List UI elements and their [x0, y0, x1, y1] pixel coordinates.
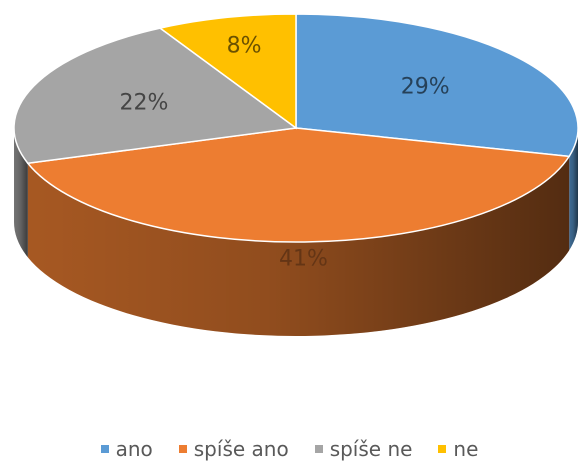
data-label-ne: 8%: [227, 33, 262, 58]
legend-label-spise-ne: spíše ne: [329, 437, 413, 461]
data-label-spise-ne: 22%: [119, 91, 168, 116]
legend-item-ne: ne: [438, 437, 478, 461]
legend-swatch-ne: [438, 445, 447, 453]
pie-slices: [13, 13, 579, 243]
pie-slice-ano: [295, 13, 579, 158]
data-label-ano: 29%: [401, 74, 450, 99]
legend: ano spíše ano spíše ne ne: [0, 434, 579, 464]
legend-label-spise-ano: spíše ano: [193, 437, 289, 461]
pie-data-labels: 29% 41% 22% 8%: [119, 33, 449, 271]
legend-label-ne: ne: [453, 437, 479, 461]
pie-side-shade-spise-ne: [13, 128, 28, 258]
legend-item-ano: ano: [100, 437, 153, 461]
data-label-spise-ano: 41%: [279, 247, 328, 272]
legend-item-spise-ano: spíše ano: [178, 437, 289, 461]
pie-3d-sides: [13, 128, 578, 337]
pie-slice-spise-ano: [26, 127, 571, 243]
legend-swatch-ano: [100, 445, 109, 453]
legend-swatch-spise-ano: [178, 445, 187, 453]
legend-swatch-spise-ne: [314, 445, 323, 453]
pie-side-shade-spise-ano: [27, 156, 570, 337]
legend-label-ano: ano: [115, 437, 153, 461]
pie-slice-ne: [158, 13, 297, 130]
legend-item-spise-ne: spíše ne: [314, 437, 413, 461]
pie-side-shade-ano: [569, 128, 578, 251]
pie-slice-spise-ne: [13, 27, 298, 165]
